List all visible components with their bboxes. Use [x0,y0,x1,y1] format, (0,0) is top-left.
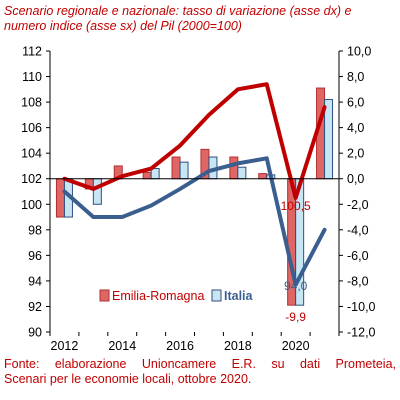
line-emilia-romagna [62,82,327,200]
y-right-tick-label: -6,0 [347,249,369,263]
data-label: 94,0 [284,279,308,293]
source-line-2: Scenari per le economie locali, ottobre … [4,372,252,386]
y-right-tick-label: -12,0 [347,326,376,340]
x-tick-label: 2012 [51,339,79,353]
legend-label-emilia-romagna: Emilia-Romagna [112,289,204,303]
legend-swatch-italia [211,289,222,302]
data-label: -9,9 [285,310,306,324]
y-right-tick-label: 0,0 [347,172,364,186]
legend-label-italia: Italia [224,289,254,303]
lines-layer [62,82,327,287]
x-tick-label: 2020 [282,339,310,353]
y-left-tick-label: 106 [21,121,42,135]
source-line-1: Fonte: elaborazione Unioncamere E.R. su … [4,357,396,371]
labels-layer: 100,5 -9,9 94,0 [281,199,311,324]
y-left-tick-label: 98 [28,223,42,237]
source-note: Fonte: elaborazione Unioncamere E.R. su … [4,357,396,387]
bar-italia-2021 [324,99,334,180]
y-left-tick-label: 104 [21,147,42,161]
y-left-tick-label: 102 [21,172,42,186]
data-label: 100,5 [281,199,311,213]
bar-emilia-romagna-2015 [142,171,152,180]
axes-layer: 90 92 94 96 98 100 102 104 106 108 110 112 -12,0 -10,… [21,45,375,354]
x-tick-label: 2018 [224,339,252,353]
y-right-tick-label: 6,0 [347,96,364,110]
bar-emilia-romagna-2019 [258,173,268,180]
x-tick-label: 2016 [166,339,194,353]
y-right-tick-label: 8,0 [347,70,364,84]
y-right-tick-label: -10,0 [347,300,376,314]
y-left-tick-label: 90 [28,326,42,340]
y-right-tick-label: -8,0 [347,274,369,288]
legend: Emilia-Romagna Italia [99,289,254,303]
y-left-tick-label: 112 [22,45,42,59]
x-tick-label: 2014 [108,339,136,353]
bar-emilia-romagna-2012 [55,178,65,218]
bar-emilia-romagna-2016 [171,156,181,180]
y-left-tick-label: 92 [28,300,42,314]
y-right-tick-label: 2,0 [347,147,364,161]
y-right-tick-label: -4,0 [347,223,369,237]
legend-swatch-emilia-romagna [99,289,110,302]
y-left-tick-label: 108 [21,96,42,110]
y-left-tick-label: 110 [22,70,42,84]
y-left-tick-label: 94 [28,274,42,288]
bar-italia-2016 [179,161,189,180]
bar-emilia-romagna-2018 [229,156,239,180]
y-right-tick-label: 4,0 [347,121,364,135]
bar-italia-2013 [92,178,102,205]
chart-title: Scenario regionale e nazionale: tasso di… [4,4,352,33]
y-right-tick-label: -2,0 [347,198,369,212]
y-right-tick-label: 10,0 [347,45,371,59]
y-left-tick-label: 100 [21,198,42,212]
y-left-tick-label: 96 [28,249,42,263]
bar-italia-2018 [237,166,247,180]
line-italia [62,156,327,287]
